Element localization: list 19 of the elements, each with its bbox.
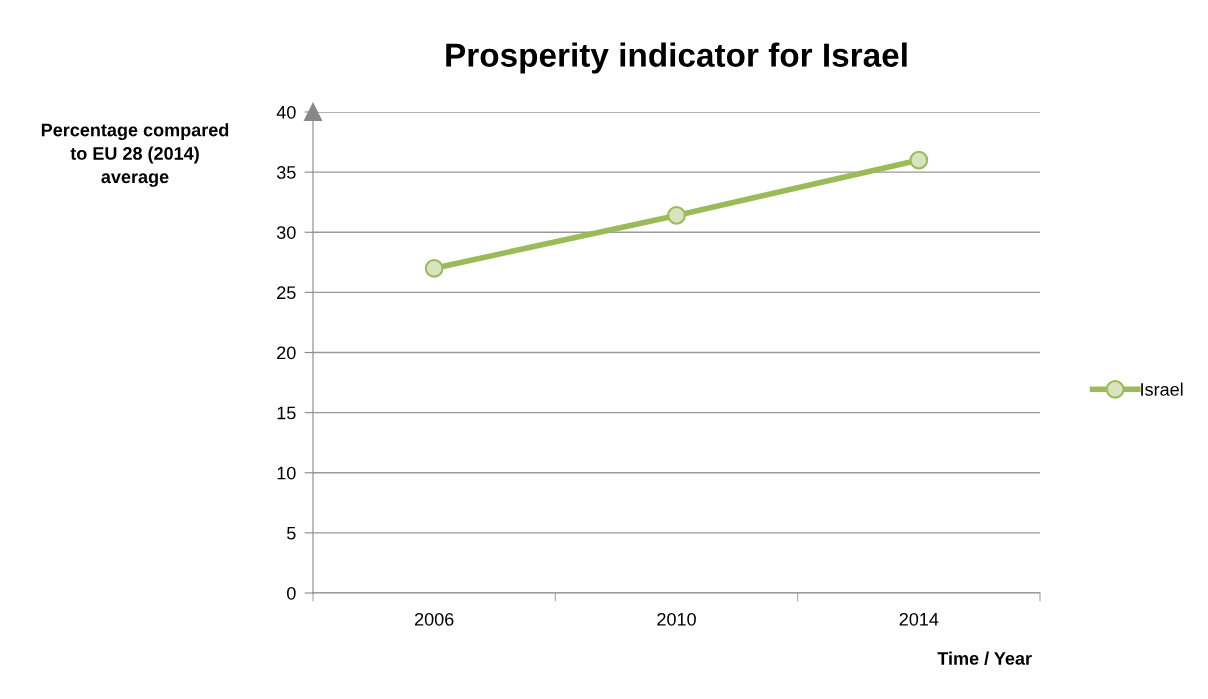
y-tick-label: 15 <box>277 406 296 420</box>
chart-title: Prosperity indicator for Israel <box>446 42 907 74</box>
point <box>909 150 929 170</box>
y-tick-label: 5 <box>287 527 296 540</box>
y-tick-label: 30 <box>276 226 296 239</box>
x-axis-title: Time / Year <box>937 651 1032 666</box>
y-tick-label: 35 <box>276 166 296 179</box>
x-tick-label: 2006 <box>414 612 454 626</box>
y-tick-label: 20 <box>277 346 296 360</box>
y-tick-label: 0 <box>287 586 296 600</box>
y-tick-label: 25 <box>277 286 296 300</box>
x-tick-label: 2014 <box>899 612 939 626</box>
y-tick-label: 10 <box>277 466 296 480</box>
point <box>667 206 686 225</box>
point <box>424 258 444 278</box>
y-tick-label: 40 <box>276 105 296 119</box>
x-tick-label: 2010 <box>657 612 696 626</box>
y-axis-title: Percentage compared to EU 28 (2014) average <box>41 123 229 187</box>
legend-label: Israel <box>1141 382 1183 396</box>
